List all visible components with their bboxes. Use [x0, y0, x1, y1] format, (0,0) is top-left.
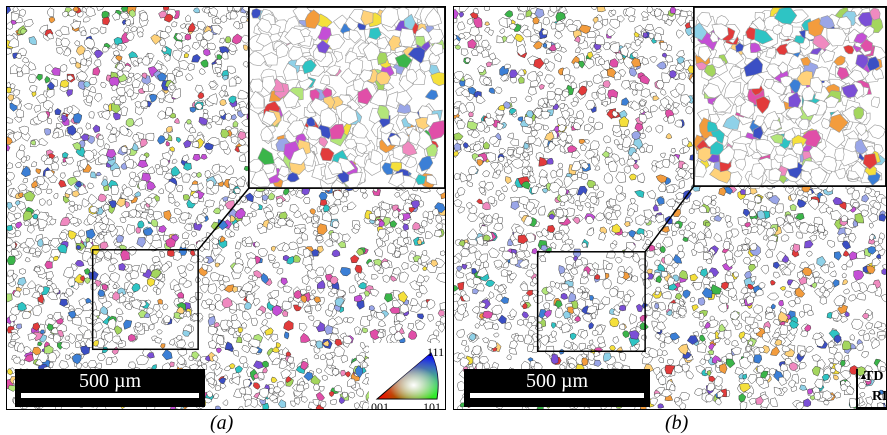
legend-label-101: 101: [423, 400, 441, 410]
scale-bar-line-b: [470, 393, 644, 398]
scale-bar-b: 500 µm: [464, 369, 650, 407]
grain-map-b: [454, 7, 886, 409]
scale-bar-a: 500 µm: [15, 369, 205, 407]
arrow-up-icon: ▲: [859, 371, 868, 381]
zoom-inset: [246, 7, 445, 191]
caption-b: (b): [665, 412, 689, 434]
sample-axes: ▲ TD RD: [856, 369, 887, 409]
axis-rd-label: RD: [872, 389, 887, 404]
scale-bar-label-a: 500 µm: [78, 370, 142, 392]
axis-td-label: TD: [864, 369, 884, 384]
orientation-map-panel-a: 500 µm 111 001 101: [6, 6, 446, 410]
legend-label-111: 111: [427, 345, 445, 359]
zoom-inset: [692, 7, 886, 189]
scale-bar-label-b: 500 µm: [525, 370, 589, 392]
grain-map-a: [7, 7, 445, 409]
caption-a: (a): [210, 412, 234, 434]
orientation-map-panel-b: 500 µm: [453, 6, 887, 410]
ipf-color-key: [369, 343, 445, 409]
scale-bar-line-a: [21, 393, 199, 398]
legend-label-001: 001: [371, 400, 389, 410]
